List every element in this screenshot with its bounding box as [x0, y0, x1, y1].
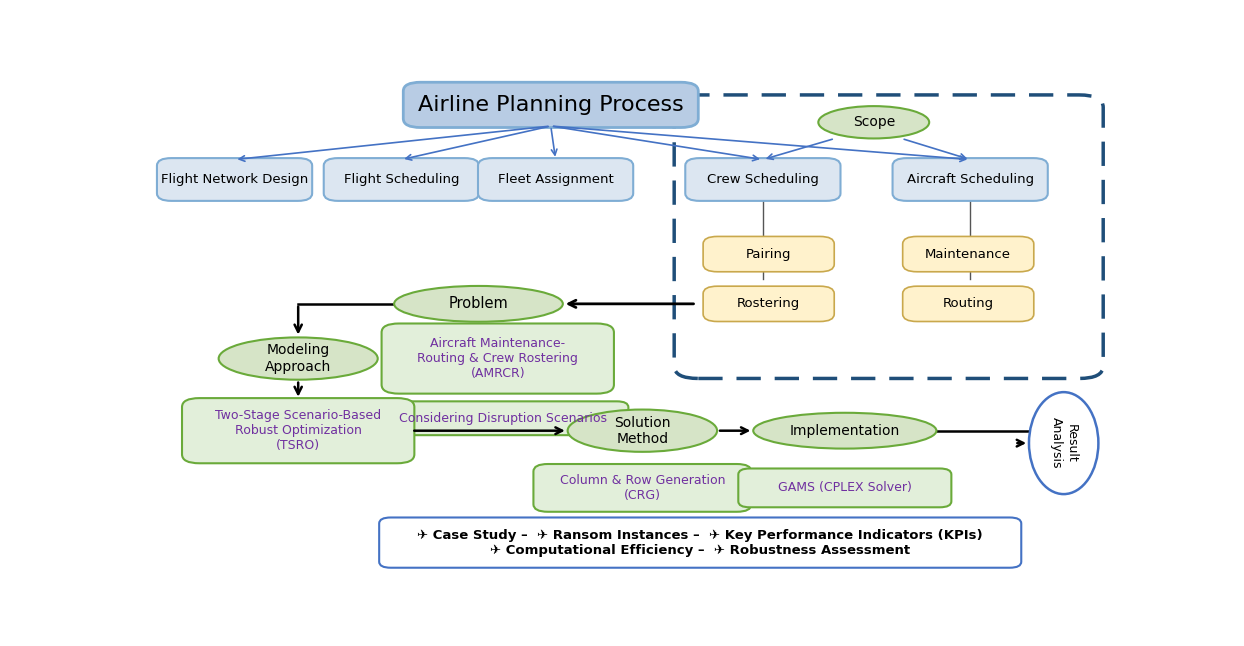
Ellipse shape	[567, 410, 717, 452]
Text: Scope: Scope	[852, 115, 894, 129]
Text: Rostering: Rostering	[736, 297, 800, 310]
FancyBboxPatch shape	[382, 324, 615, 393]
FancyBboxPatch shape	[892, 158, 1047, 201]
FancyBboxPatch shape	[478, 158, 633, 201]
FancyBboxPatch shape	[403, 82, 698, 127]
FancyBboxPatch shape	[377, 401, 628, 435]
Text: ✈ Case Study –  ✈ Ransom Instances –  ✈ Key Performance Indicators (KPIs)
✈ Comp: ✈ Case Study – ✈ Ransom Instances – ✈ Ke…	[418, 528, 983, 557]
FancyBboxPatch shape	[182, 398, 414, 463]
Text: Flight Network Design: Flight Network Design	[160, 173, 309, 186]
Text: Aircraft Maintenance-
Routing & Crew Rostering
(AMRCR): Aircraft Maintenance- Routing & Crew Ros…	[417, 337, 578, 380]
Text: Fleet Assignment: Fleet Assignment	[498, 173, 613, 186]
FancyBboxPatch shape	[738, 468, 952, 507]
Text: Maintenance: Maintenance	[926, 247, 1011, 260]
Text: Aircraft Scheduling: Aircraft Scheduling	[907, 173, 1034, 186]
Text: Modeling
Approach: Modeling Approach	[265, 344, 331, 373]
Text: Column & Row Generation
(CRG): Column & Row Generation (CRG)	[560, 474, 725, 502]
FancyBboxPatch shape	[157, 158, 312, 201]
Text: Flight Scheduling: Flight Scheduling	[343, 173, 459, 186]
Ellipse shape	[219, 337, 378, 380]
FancyBboxPatch shape	[903, 286, 1034, 322]
Text: GAMS (CPLEX Solver): GAMS (CPLEX Solver)	[778, 481, 912, 494]
Text: Routing: Routing	[943, 297, 994, 310]
Ellipse shape	[819, 106, 929, 138]
Text: Two-Stage Scenario-Based
Robust Optimization
(TSRO): Two-Stage Scenario-Based Robust Optimiza…	[215, 409, 381, 452]
Text: Result
Analysis: Result Analysis	[1050, 417, 1077, 469]
Ellipse shape	[394, 286, 562, 322]
Text: Airline Planning Process: Airline Planning Process	[418, 95, 684, 115]
FancyBboxPatch shape	[534, 464, 751, 512]
FancyBboxPatch shape	[703, 286, 835, 322]
Text: Pairing: Pairing	[746, 247, 791, 260]
Ellipse shape	[1029, 392, 1098, 494]
FancyBboxPatch shape	[379, 517, 1021, 568]
Text: Implementation: Implementation	[790, 424, 899, 438]
Text: Problem: Problem	[449, 297, 509, 311]
Text: Crew Scheduling: Crew Scheduling	[707, 173, 819, 186]
Text: Considering Disruption Scenarios: Considering Disruption Scenarios	[398, 412, 607, 425]
Text: Solution
Method: Solution Method	[615, 415, 671, 446]
FancyBboxPatch shape	[685, 158, 841, 201]
FancyBboxPatch shape	[323, 158, 479, 201]
FancyBboxPatch shape	[903, 236, 1034, 272]
FancyBboxPatch shape	[703, 236, 835, 272]
Ellipse shape	[754, 413, 937, 448]
